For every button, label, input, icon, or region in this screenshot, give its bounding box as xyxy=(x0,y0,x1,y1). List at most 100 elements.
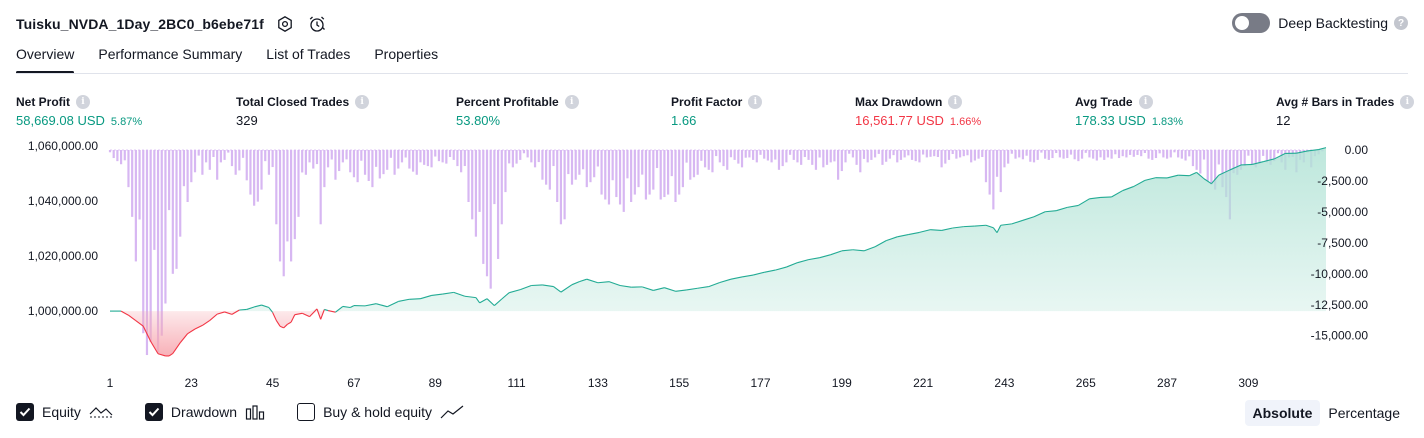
equity-line-segment xyxy=(863,246,876,252)
buy-hold-checkbox[interactable] xyxy=(297,403,316,421)
equity-line-segment xyxy=(316,308,322,320)
drawdown-bar xyxy=(822,150,825,168)
drawdown-bar xyxy=(1044,150,1047,159)
drawdown-bar xyxy=(718,150,721,163)
tab-properties[interactable]: Properties xyxy=(374,46,439,62)
equity-line-segment xyxy=(1122,185,1134,192)
x-axis-tick-label: 221 xyxy=(913,376,933,390)
drawdown-checkbox[interactable] xyxy=(144,403,163,421)
tab-list-of-trades[interactable]: List of Trades xyxy=(266,46,351,62)
equity-checkbox[interactable] xyxy=(16,403,34,421)
drawdown-bar xyxy=(903,150,906,158)
drawdown-bar xyxy=(870,150,873,160)
tab-performance-summary[interactable]: Performance Summary xyxy=(98,46,243,62)
equity-line-segment xyxy=(442,291,454,295)
x-axis-tick-label: 133 xyxy=(588,376,608,390)
tabs-divider xyxy=(16,73,1408,74)
help-icon[interactable]: ? xyxy=(1394,16,1408,30)
equity-line-segment xyxy=(571,281,580,286)
equity-line-segment xyxy=(786,262,798,268)
equity-line-segment xyxy=(290,314,296,323)
info-icon[interactable]: i xyxy=(355,94,370,109)
equity-line-segment xyxy=(135,320,144,327)
drawdown-bar xyxy=(559,150,563,225)
equity-axis-tick-label: 1,000,000.00 xyxy=(28,304,98,318)
equity-line-segment xyxy=(520,284,532,291)
equity-line-segment xyxy=(797,259,809,264)
drawdown-bar xyxy=(848,150,851,154)
drawdown-bar xyxy=(241,150,245,158)
drawdown-bar xyxy=(452,150,455,160)
drawdown-bar xyxy=(408,150,411,169)
equity-line-segment xyxy=(586,278,599,284)
info-icon[interactable]: i xyxy=(748,94,763,109)
drawdown-bar xyxy=(264,150,267,162)
drawdown-bar xyxy=(1243,150,1246,167)
drawdown-bar xyxy=(548,150,551,190)
equity-line-segment xyxy=(301,312,310,318)
equity-line-segment xyxy=(420,294,432,300)
deep-backtesting-toggle[interactable] xyxy=(1232,13,1271,33)
drawdown-bar xyxy=(253,150,256,206)
drawdown-bar xyxy=(1217,150,1220,165)
drawdown-bar xyxy=(145,150,149,356)
drawdown-bar xyxy=(515,150,518,164)
drawdown-bar xyxy=(1165,150,1169,159)
drawdown-bar xyxy=(460,150,463,173)
drawdown-bar xyxy=(1236,150,1239,175)
drawdown-bar xyxy=(230,150,234,167)
equity-line-segment xyxy=(560,284,573,293)
equity-line-segment xyxy=(1203,178,1212,185)
drawdown-axis-tick-label: -5,000.00 xyxy=(1317,205,1368,219)
drawdown-bar xyxy=(726,150,729,170)
drawdown-bar xyxy=(1206,150,1209,181)
drawdown-bar xyxy=(308,150,311,163)
equity-line-segment xyxy=(963,225,975,228)
strategy-name: Tuisku_NVDA_1Day_2BC0_b6ebe71f xyxy=(16,16,264,32)
equity-drawdown-chart[interactable]: 1,060,000.00 1,040,000.00 1,020,000.00 1,00… xyxy=(0,134,1424,396)
drawdown-bar xyxy=(703,150,707,168)
drawdown-bar xyxy=(855,150,858,165)
settings-icon[interactable] xyxy=(274,13,296,35)
drawdown-bar xyxy=(112,150,115,159)
drawdown-bar xyxy=(1121,150,1124,157)
mode-absolute-button[interactable]: Absolute xyxy=(1244,400,1321,426)
drawdown-bar xyxy=(988,150,991,195)
drawdown-bar xyxy=(271,150,274,168)
drawdown-bar xyxy=(936,150,940,158)
drawdown-bar xyxy=(611,150,614,181)
info-icon[interactable]: i xyxy=(1138,94,1153,109)
x-axis-tick-label: 45 xyxy=(266,376,280,390)
drawdown-bar xyxy=(397,150,400,169)
equity-line-segment xyxy=(1240,163,1253,166)
drawdown-bar xyxy=(201,150,204,175)
equity-line-segment xyxy=(1166,174,1179,179)
equity-line-segment xyxy=(1229,164,1242,171)
drawdown-bar xyxy=(134,150,137,262)
legend-buy-hold-equity[interactable]: Buy & hold equity xyxy=(297,403,464,421)
info-icon[interactable]: i xyxy=(76,94,90,109)
drawdown-bar xyxy=(800,150,803,165)
mode-percentage-button[interactable]: Percentage xyxy=(1328,405,1400,421)
legend-drawdown[interactable]: Drawdown xyxy=(144,403,265,421)
drawdown-bar xyxy=(326,150,330,168)
alarm-clock-icon[interactable] xyxy=(306,13,328,35)
drawdown-bar xyxy=(127,150,130,188)
info-icon[interactable]: i xyxy=(564,94,579,109)
drawdown-bar xyxy=(811,150,814,165)
drawdown-bar xyxy=(467,150,470,202)
info-icon[interactable]: i xyxy=(948,94,963,109)
equity-line-segment xyxy=(324,308,329,312)
drawdown-bar xyxy=(907,150,910,156)
drawdown-bar xyxy=(792,150,795,160)
equity-line-segment xyxy=(1133,179,1146,187)
info-icon[interactable]: i xyxy=(1400,94,1415,109)
deep-backtesting: Deep Backtesting ? xyxy=(1232,13,1408,33)
drawdown-bar xyxy=(1195,150,1198,170)
tab-overview[interactable]: Overview xyxy=(16,46,75,74)
metric-percent-profitable: Percent Profitable i 53.80% xyxy=(456,94,579,128)
legend-equity[interactable]: Equity xyxy=(16,403,113,421)
drawdown-bar xyxy=(319,150,322,225)
drawdown-bar xyxy=(910,150,914,160)
drawdown-bar xyxy=(256,150,259,202)
